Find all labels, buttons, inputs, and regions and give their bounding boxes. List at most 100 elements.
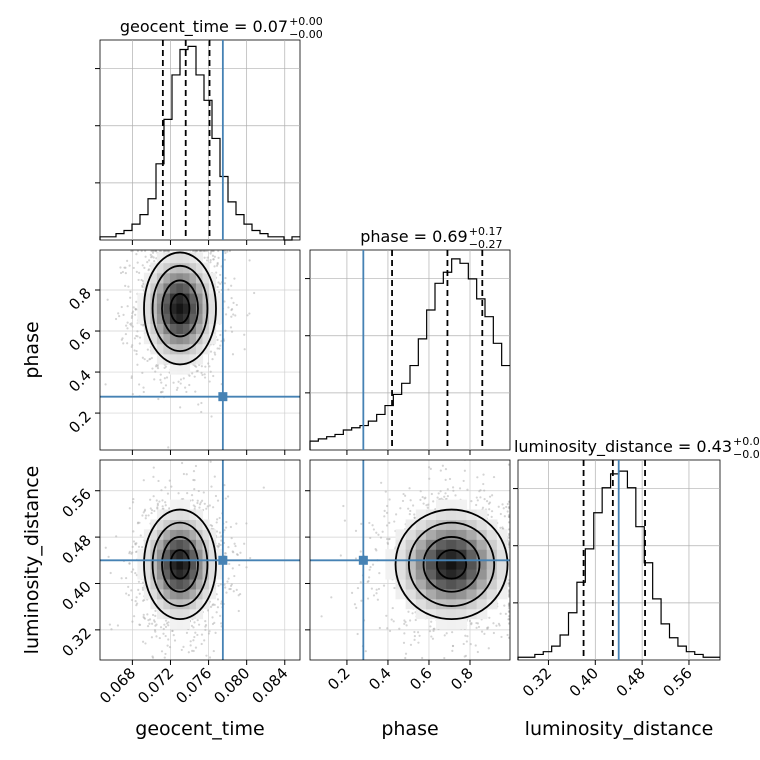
- sample-point: [132, 530, 135, 533]
- density-cell: [436, 598, 447, 610]
- sample-point: [137, 588, 140, 591]
- density-cell: [156, 539, 165, 550]
- sample-point: [350, 591, 354, 595]
- density-cell: [385, 559, 397, 570]
- sample-point: [444, 467, 448, 471]
- sample-point: [179, 406, 182, 409]
- sample-point: [463, 469, 466, 472]
- x-tick-label: 0.072: [134, 664, 177, 707]
- sample-point: [243, 333, 246, 336]
- density-cell: [169, 578, 178, 590]
- contour: [161, 279, 199, 338]
- sample-point: [230, 315, 233, 318]
- sample-point: [507, 582, 510, 585]
- sample-point: [153, 260, 156, 263]
- sample-point: [193, 621, 196, 624]
- sample-point: [507, 543, 510, 546]
- sample-point: [507, 636, 510, 639]
- density-cell: [425, 569, 437, 580]
- sample-point: [199, 250, 202, 253]
- x-tick-label: 0.080: [210, 664, 253, 707]
- sample-point: [205, 250, 209, 253]
- sample-point: [141, 514, 144, 517]
- sample-point: [217, 256, 220, 259]
- sample-point: [470, 622, 473, 625]
- sample-point: [167, 624, 170, 627]
- sample-point: [232, 590, 235, 593]
- density-cell: [425, 529, 437, 540]
- sample-point: [451, 644, 455, 648]
- sample-point: [385, 614, 388, 617]
- density-cell: [169, 539, 178, 550]
- sample-point: [214, 353, 217, 356]
- density-cell: [209, 569, 217, 580]
- sample-point: [193, 479, 196, 482]
- sample-point: [193, 635, 196, 639]
- sample-point: [230, 583, 233, 586]
- density-cell: [156, 549, 165, 560]
- sample-point: [502, 507, 505, 510]
- sample-point: [159, 378, 162, 381]
- density-cell: [156, 608, 165, 620]
- sample-point: [131, 310, 135, 313]
- sample-point: [465, 640, 468, 643]
- sample-point: [451, 649, 454, 652]
- density-cell: [395, 539, 407, 550]
- sample-point: [150, 250, 153, 253]
- panel-frame: [99, 249, 301, 451]
- sample-point: [210, 415, 213, 418]
- sample-point: [147, 269, 150, 272]
- sample-point: [226, 580, 229, 583]
- sample-point: [130, 315, 134, 318]
- density-cell: [182, 578, 191, 590]
- density-cell: [150, 272, 158, 284]
- density-cell: [446, 519, 457, 530]
- sample-point: [125, 592, 128, 595]
- sample-point: [162, 507, 165, 510]
- sample-point: [132, 266, 135, 270]
- density-cell: [195, 303, 204, 314]
- sample-point: [196, 369, 199, 372]
- density-cell: [486, 529, 498, 540]
- sample-point: [437, 492, 440, 495]
- density-cell: [182, 598, 191, 610]
- density-cell: [456, 539, 468, 550]
- sample-point: [507, 541, 510, 544]
- density-cell: [176, 519, 184, 530]
- density-cell: [456, 578, 468, 590]
- density-cell: [163, 569, 171, 580]
- sample-point: [403, 619, 406, 622]
- sample-point: [180, 461, 184, 465]
- sample-point: [153, 628, 157, 632]
- sample-point: [507, 593, 510, 596]
- sample-point: [185, 390, 188, 394]
- x-tick-label: 0.40: [566, 664, 602, 700]
- sample-point: [143, 616, 146, 620]
- density-cell: [143, 292, 151, 304]
- sample-point: [153, 378, 156, 381]
- sample-point: [429, 625, 432, 628]
- sample-point: [118, 315, 121, 318]
- sample-point: [243, 542, 246, 545]
- sample-point: [356, 632, 359, 636]
- sample-point: [136, 261, 139, 264]
- sample-point: [381, 530, 384, 533]
- sample-point: [383, 509, 386, 512]
- sample-point: [206, 609, 210, 612]
- sample-point: [443, 495, 446, 498]
- density-cell: [202, 333, 210, 345]
- sample-point: [135, 353, 138, 356]
- density-cell: [189, 608, 197, 620]
- density-cell: [195, 559, 204, 570]
- sample-point: [202, 491, 205, 494]
- sample-point: [167, 638, 170, 641]
- density-cell: [425, 519, 437, 530]
- sample-point: [176, 386, 179, 389]
- density-cell: [163, 608, 171, 620]
- density-cell: [169, 608, 178, 620]
- sample-point: [507, 534, 510, 537]
- density-cell: [137, 569, 145, 580]
- sample-point: [446, 488, 449, 491]
- sample-point: [215, 521, 218, 524]
- density-cell: [169, 323, 178, 335]
